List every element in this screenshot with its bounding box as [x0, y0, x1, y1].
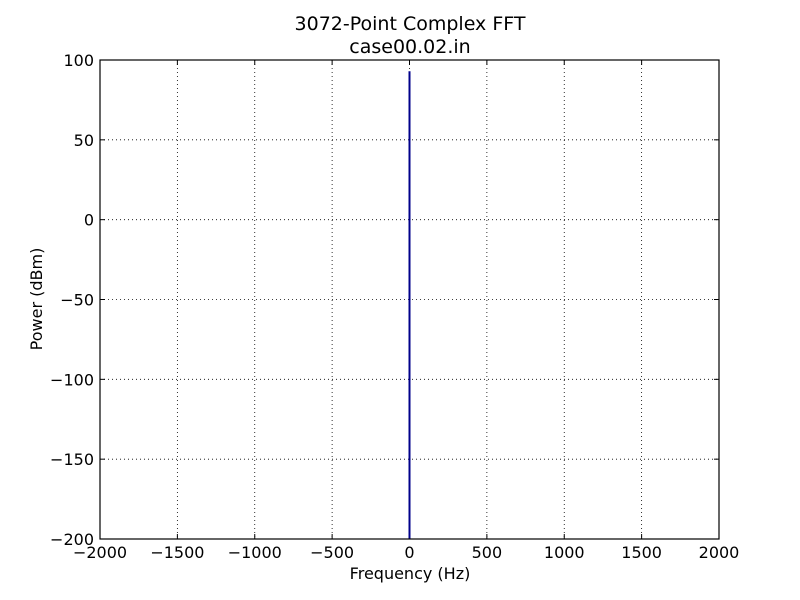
x-tick-labels: −2000 −1500 −1000 −500 0 500 1000 1500 2000 [73, 543, 739, 562]
x-tick-label: −500 [310, 543, 354, 562]
y-tick-label: −150 [50, 450, 94, 469]
x-tick-label: 1000 [544, 543, 585, 562]
chart-title: 3072-Point Complex FFT [295, 13, 526, 35]
y-tick-label: 0 [84, 211, 94, 230]
y-tick-labels: −200 −150 −100 −50 0 50 100 [50, 51, 94, 549]
x-tick-label: 2000 [699, 543, 740, 562]
chart-subtitle: case00.02.in [349, 36, 470, 58]
x-tick-label: 500 [472, 543, 503, 562]
y-tick-label: 100 [63, 51, 94, 70]
y-tick-label: −200 [50, 530, 94, 549]
x-tick-label: 1500 [621, 543, 662, 562]
plot-frame [99, 59, 720, 540]
y-tick-label: 50 [74, 131, 94, 150]
y-tick-label: −50 [60, 291, 94, 310]
x-tick-label: −1500 [150, 543, 204, 562]
y-axis-label: Power (dBm) [27, 248, 46, 351]
x-tick-label: −2000 [73, 543, 127, 562]
x-tick-label: −1000 [228, 543, 282, 562]
x-axis-label: Frequency (Hz) [350, 564, 471, 583]
y-tick-label: −100 [50, 370, 94, 389]
x-tick-label: 0 [404, 543, 414, 562]
